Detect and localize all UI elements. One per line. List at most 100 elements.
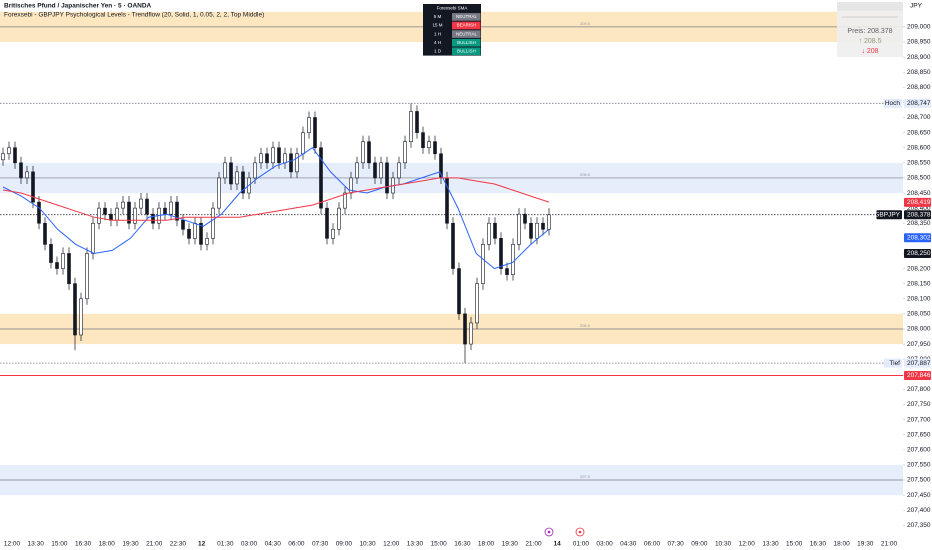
info-box-row <box>837 2 903 11</box>
y-tick-label: 208,850 <box>907 69 931 76</box>
candle-body <box>79 298 83 336</box>
sma-table-header: Forexsebi SMA <box>437 5 468 10</box>
candle-body <box>421 132 425 149</box>
sma-signal-cell <box>452 13 481 21</box>
x-tick-label: 18:00 <box>99 541 116 548</box>
y-tick-label: 208,100 <box>907 295 931 302</box>
candle-body <box>331 228 335 239</box>
candle-body <box>541 222 545 230</box>
x-tick-label: 12:00 <box>739 541 756 548</box>
y-tick-label: 207,350 <box>907 522 931 529</box>
overlays: Britisches Pfund / Japanischer Yen · 5 ·… <box>4 2 923 57</box>
candle-body <box>511 244 515 275</box>
price-tag-label: 207,887 <box>907 360 931 367</box>
x-tick-label: 04:30 <box>265 541 282 548</box>
y-tick-label: 208,950 <box>907 39 931 46</box>
y-tick-label: 207,950 <box>907 341 931 348</box>
y-tick-label: 209,000 <box>907 24 931 31</box>
sma-signal-cell <box>452 21 481 30</box>
candle-body <box>481 244 485 284</box>
sma-table-bg <box>423 4 481 56</box>
x-tick-label: 13:30 <box>407 541 424 548</box>
candle-body <box>289 153 293 173</box>
candle-body <box>31 171 35 203</box>
price-tag <box>904 210 931 220</box>
candle-body <box>463 313 467 345</box>
x-tick-label: 07:30 <box>668 541 685 548</box>
x-tick-label: 10:30 <box>715 541 732 548</box>
candle-body <box>499 238 503 269</box>
candle-body <box>121 201 125 209</box>
sma-timeframe: 5 M <box>434 14 442 19</box>
candle-body <box>235 171 239 185</box>
zones: 209.0 208.5 208.0 207.5 <box>0 11 903 496</box>
candle-body <box>277 147 281 164</box>
candle-body <box>253 162 257 179</box>
candle-body <box>397 162 401 179</box>
price-tag-label: 208,419 <box>907 199 931 206</box>
x-tick-label: 12:00 <box>4 541 21 548</box>
candle-body <box>271 147 275 164</box>
candle-body <box>175 201 179 221</box>
candle-body <box>493 222 497 239</box>
y-tick-label: 208,000 <box>907 326 931 333</box>
x-tick-label: 09:00 <box>336 541 353 548</box>
sma-signal-cell <box>452 38 481 47</box>
candle-body <box>205 238 209 245</box>
candle-body <box>379 162 383 179</box>
candle-body <box>199 222 203 245</box>
candle-body <box>151 213 155 224</box>
x-tick-label: 19:30 <box>122 541 139 548</box>
candle-body <box>25 171 29 179</box>
y-tick-label: 208,700 <box>907 114 931 121</box>
candle-body <box>529 222 533 239</box>
sma-timeframe: 4 H <box>434 40 441 45</box>
y-tick-label: 207,650 <box>907 431 931 438</box>
x-tick-label: 16:30 <box>75 541 92 548</box>
x-tick-label: 10:30 <box>359 541 376 548</box>
info-up: ↑ 208.5 <box>859 38 882 45</box>
candle-body <box>505 268 509 275</box>
candle-body <box>415 111 419 133</box>
candle-body <box>1 153 5 161</box>
y-tick-label: 207,800 <box>907 386 931 393</box>
price-tag <box>904 233 931 243</box>
candle-body <box>169 201 173 215</box>
y-tick-label: 208,400 <box>907 205 931 212</box>
candle-body <box>535 222 539 239</box>
sma-signal: NEUTRAL <box>456 31 478 36</box>
y-tick-label: 208,800 <box>907 84 931 91</box>
sma-signal-cell <box>452 47 481 56</box>
x-tick-label: 21:00 <box>881 541 898 548</box>
candle-body <box>325 207 329 239</box>
price-tag <box>904 358 931 368</box>
candle-body <box>409 111 413 142</box>
candle-body <box>19 162 23 179</box>
zone-label: 209.0 <box>580 21 591 26</box>
candle-body <box>259 153 263 164</box>
moving-average <box>2 147 550 270</box>
x-tick-label: 15:00 <box>431 541 448 548</box>
sma-signal: BEARISH <box>457 23 477 28</box>
x-tick-label: 16:30 <box>454 541 471 548</box>
candle-body <box>475 283 479 324</box>
candle-body <box>301 132 305 155</box>
candle-body <box>433 141 437 155</box>
sma-timeframe: 1 D <box>434 48 442 53</box>
price-tag-label: 207,846 <box>907 372 931 379</box>
price-tag <box>904 248 931 258</box>
candle-body <box>241 171 245 194</box>
price-tag-label: 208,302 <box>907 234 931 241</box>
candle-body <box>217 177 221 209</box>
info-price: Preis: 208.378 <box>847 28 892 35</box>
candle-body <box>337 207 341 230</box>
x-tick-label: 13:30 <box>762 541 779 548</box>
x-tick-label: 01:30 <box>217 541 234 548</box>
candle-body <box>61 253 65 269</box>
moving-average <box>2 177 550 221</box>
candle-body <box>109 213 113 221</box>
x-tick-label: 07:30 <box>312 541 329 548</box>
candle-body <box>523 213 527 224</box>
candle-body <box>223 162 227 179</box>
candle-body <box>55 262 59 269</box>
